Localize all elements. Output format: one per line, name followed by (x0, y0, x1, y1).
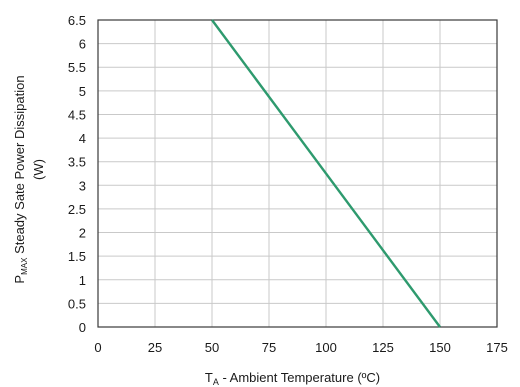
y-tick-label: 2.5 (68, 202, 86, 217)
y-tick-label: 0.5 (68, 296, 86, 311)
y-axis-title-sub: MAX (20, 257, 29, 275)
y-tick-label: 1 (79, 273, 86, 288)
y-tick-label: 6.5 (68, 13, 86, 28)
grid-lines (97, 19, 498, 328)
x-tick-label: 0 (94, 340, 101, 355)
x-tick-label: 50 (205, 340, 219, 355)
y-tick-label: 4.5 (68, 107, 86, 122)
x-tick-label: 25 (148, 340, 162, 355)
y-tick-label: 6 (79, 37, 86, 52)
y-tick-labels: 0 0.5 1 1.5 2 2.5 3 3.5 4 4.5 5 5.5 6 6.5 (68, 13, 86, 335)
x-axis-title-sub: A (213, 377, 219, 387)
series-layer (211, 19, 441, 328)
y-axis-unit: (W) (31, 159, 46, 180)
x-tick-labels: 0 25 50 75 100 125 150 175 (94, 340, 507, 355)
x-axis-title: TA - Ambient Temperature (ºC) (205, 370, 380, 387)
x-axis-title-rest: - Ambient Temperature (ºC) (219, 370, 380, 385)
y-tick-label: 1.5 (68, 249, 86, 264)
y-axis-title-rest: Steady Sate Power Dissipation (12, 75, 27, 257)
x-tick-label: 75 (262, 340, 276, 355)
plot-frame (97, 19, 498, 328)
x-tick-label: 150 (429, 340, 451, 355)
series-line (211, 19, 441, 328)
x-tick-label: 100 (315, 340, 337, 355)
x-tick-label: 125 (372, 340, 394, 355)
y-tick-label: 5.5 (68, 60, 86, 75)
x-axis-title-main: T (205, 370, 213, 385)
y-tick-label: 3 (79, 178, 86, 193)
x-tick-label: 175 (486, 340, 508, 355)
y-tick-label: 2 (79, 226, 86, 241)
y-axis-title-main: P (12, 275, 27, 284)
y-tick-label: 4 (79, 131, 86, 146)
y-tick-label: 3.5 (68, 155, 86, 170)
y-tick-label: 5 (79, 84, 86, 99)
y-axis-title: PMAX Steady Sate Power Dissipation (12, 75, 29, 283)
y-tick-label: 0 (79, 320, 86, 335)
